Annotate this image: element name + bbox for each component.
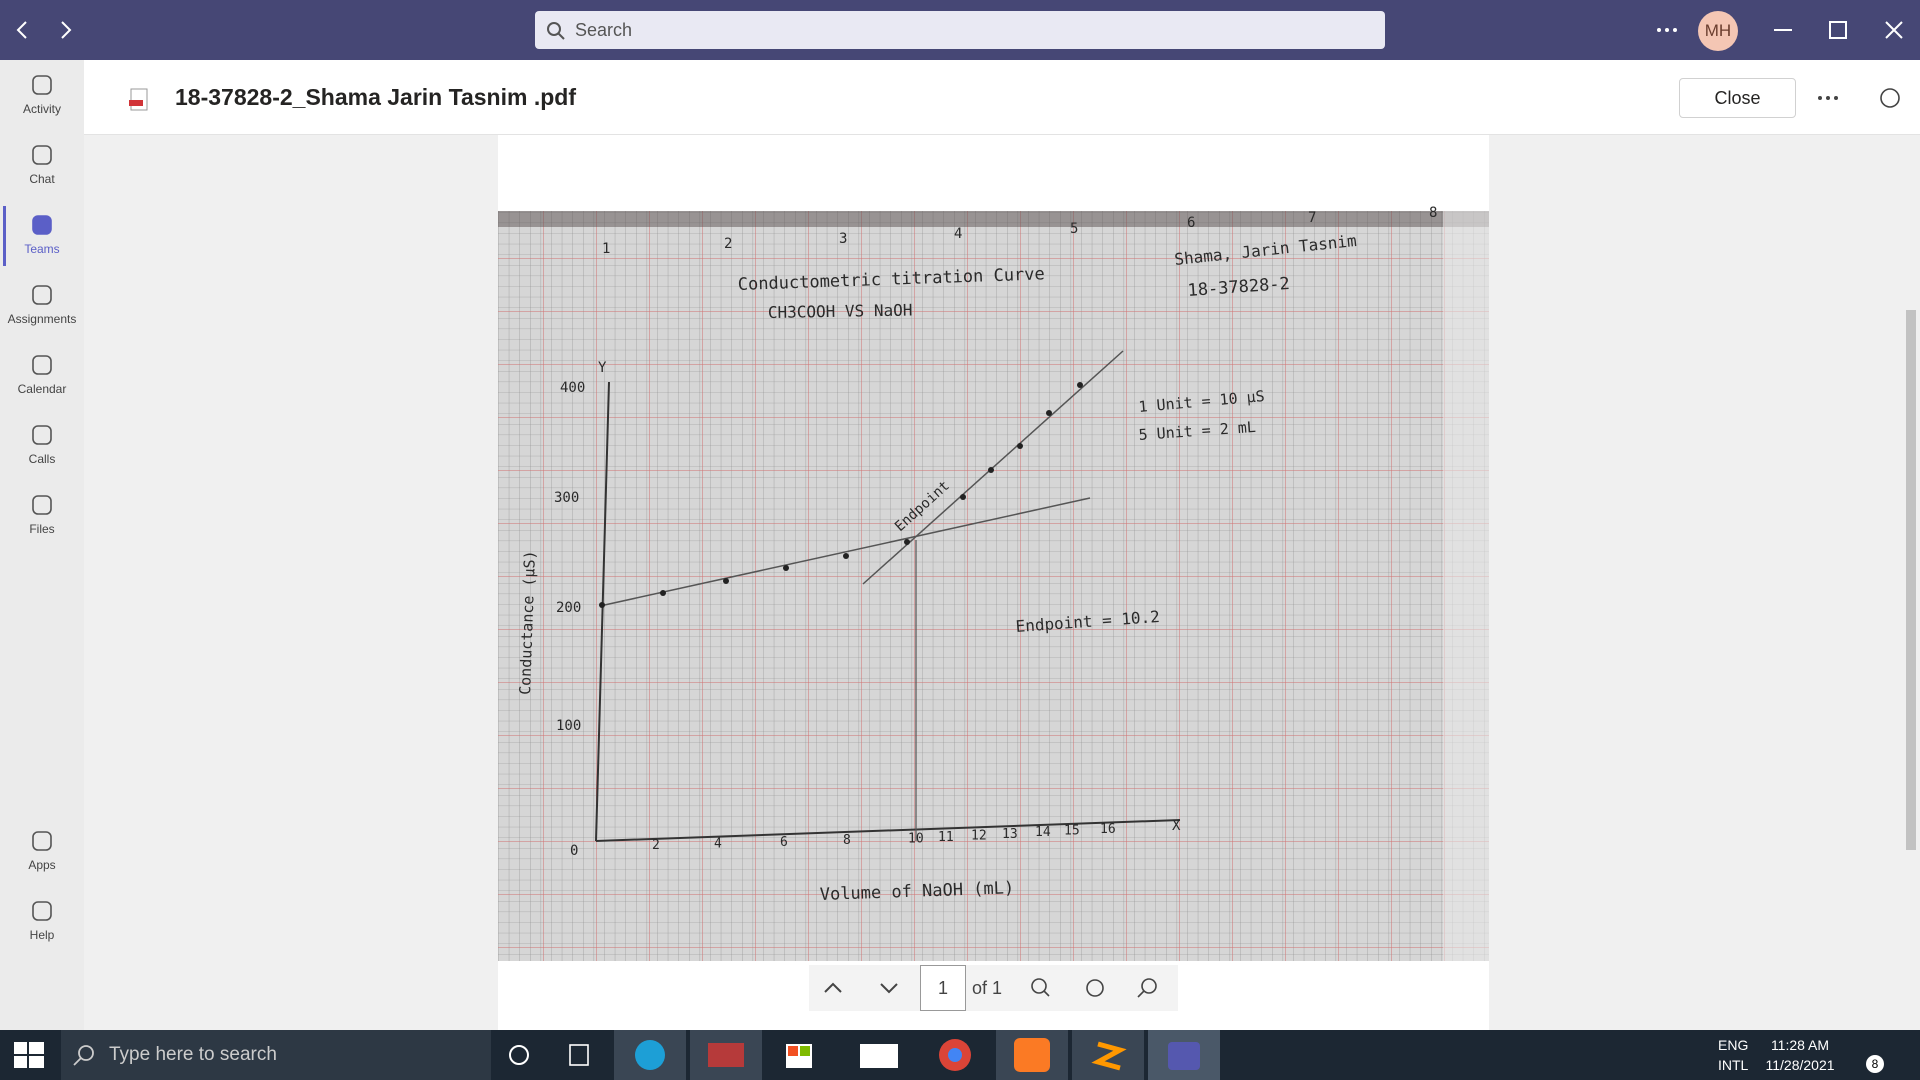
search-box[interactable]: Search <box>535 11 1385 49</box>
ruler-number: 3 <box>839 231 847 247</box>
date: 11/28/2021 <box>1765 1057 1835 1073</box>
doc-subtitle: CH3COOH VS NaOH <box>768 300 913 322</box>
rail-icon <box>32 215 52 235</box>
rail-label: Files <box>29 522 55 536</box>
ruler-number: 6 <box>1187 215 1195 231</box>
page-controls: 1 of 1 <box>809 965 1178 1011</box>
rail-label: Calls <box>28 452 56 466</box>
app-rail: Activity Chat Teams Assignments Calendar Call… <box>0 60 84 1030</box>
rail-item[interactable]: Assignments <box>0 282 84 326</box>
taskbar-search[interactable]: Type here to search <box>61 1030 491 1080</box>
ruler-number: 2 <box>724 236 732 252</box>
y-axis-letter: Y <box>598 360 607 376</box>
rail-icon <box>32 145 52 165</box>
notification-count[interactable]: 8 <box>1866 1055 1884 1073</box>
x-tick-label: 13 <box>1002 827 1018 842</box>
rail-label: Calendar <box>17 382 67 396</box>
rail-icon <box>32 75 52 95</box>
y-tick-label: 300 <box>554 490 579 506</box>
x-tick-label: 10 <box>908 832 924 847</box>
file-more[interactable] <box>1816 94 1840 102</box>
rail-icon <box>32 495 52 515</box>
rail-label: Help <box>29 928 55 942</box>
active-indicator <box>3 206 6 266</box>
scrollbar[interactable] <box>1902 135 1920 1030</box>
x-tick-label: 8 <box>843 833 851 848</box>
ruler-number: 5 <box>1070 221 1078 237</box>
time: 11:28 AM <box>1770 1037 1830 1053</box>
rail-label: Assignments <box>7 312 77 326</box>
x-tick-label: 11 <box>938 830 954 845</box>
window-controls[interactable] <box>1770 16 1910 44</box>
y-tick-label: 400 <box>560 380 585 396</box>
ruler-number: 7 <box>1308 210 1316 226</box>
rail-icon <box>32 831 52 851</box>
y-axis-title: Conductance (µS) <box>516 550 539 695</box>
avatar[interactable]: MH <box>1698 11 1738 51</box>
start-button[interactable] <box>14 1042 44 1068</box>
y-tick-label: 0 <box>570 843 578 859</box>
rail-item[interactable]: Calls <box>0 422 84 466</box>
x-tick-label: 14 <box>1035 825 1051 840</box>
rail-icon <box>32 355 52 375</box>
x-tick-label: 2 <box>652 838 660 853</box>
rail-item[interactable]: Chat <box>0 142 84 186</box>
ruler-number: 1 <box>602 241 610 257</box>
y-tick-label: 200 <box>556 600 581 616</box>
layout: INTL <box>1718 1057 1749 1073</box>
rail-label: Teams <box>24 242 60 256</box>
rail-label: Apps <box>28 858 56 872</box>
rail-icon <box>32 901 52 921</box>
ruler-number: 8 <box>1429 205 1437 221</box>
rail-item[interactable]: Calendar <box>0 352 84 396</box>
ruler-number: 4 <box>954 226 962 242</box>
language[interactable]: ENG INTL <box>1718 1035 1748 1075</box>
pdf-icon <box>129 88 148 111</box>
taskbar-apps[interactable] <box>500 1030 1220 1080</box>
search-icon <box>547 22 565 40</box>
page-nav[interactable] <box>821 978 911 998</box>
rail-label: Chat <box>29 172 55 186</box>
page-count: of 1 <box>972 978 1003 998</box>
file-title: 18-37828-2_Shama Jarin Tasnim .pdf <box>175 84 576 110</box>
rail-item[interactable]: Files <box>0 492 84 536</box>
rail-item[interactable]: Help <box>0 898 84 942</box>
clock[interactable]: 11:28 AM 11/28/2021 <box>1760 1035 1840 1075</box>
view-tools[interactable] <box>1027 976 1167 1000</box>
close-button[interactable]: Close <box>1679 78 1796 118</box>
x-tick-label: 6 <box>780 835 788 850</box>
x-tick-label: 16 <box>1100 822 1116 837</box>
file-header <box>84 60 1920 135</box>
x-axis-letter: X <box>1172 818 1181 834</box>
taskbar: Type here to search ENG INTL 11:28 AM 11/2… <box>0 1030 1920 1080</box>
chat-button[interactable] <box>1878 86 1902 110</box>
rail-item[interactable]: Teams <box>0 212 84 256</box>
nav-arrows[interactable] <box>14 18 74 42</box>
rail-icon <box>32 285 52 305</box>
rail-icon <box>32 425 52 445</box>
lang: ENG <box>1718 1037 1749 1053</box>
x-tick-label: 12 <box>971 828 987 843</box>
rail-item[interactable]: Activity <box>0 72 84 116</box>
search-glyph <box>73 1045 94 1066</box>
title-bar: Search MH <box>0 0 1920 60</box>
page-input[interactable]: 1 <box>920 965 966 1011</box>
more-button[interactable] <box>1655 26 1679 34</box>
x-tick-label: 4 <box>714 836 722 851</box>
x-tick-label: 15 <box>1064 824 1080 839</box>
rail-item[interactable]: Apps <box>0 828 84 872</box>
rail-label: Activity <box>22 102 61 116</box>
y-tick-label: 100 <box>556 718 581 734</box>
